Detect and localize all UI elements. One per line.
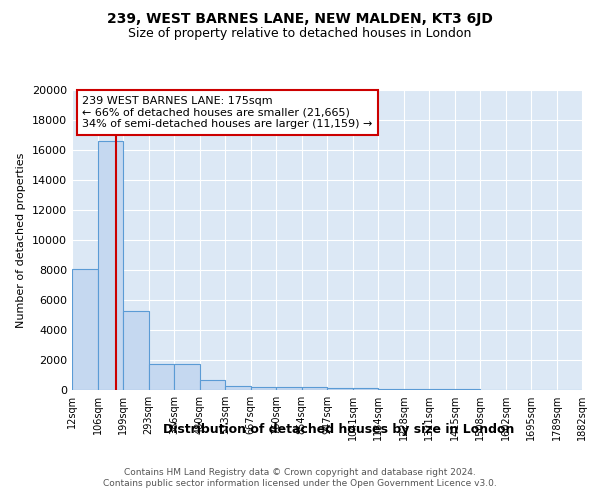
Bar [429, 389, 455, 390]
Y-axis label: Number of detached properties: Number of detached properties [16, 152, 26, 328]
Text: Contains HM Land Registry data © Crown copyright and database right 2024.
Contai: Contains HM Land Registry data © Crown c… [103, 468, 497, 487]
Bar [149, 364, 174, 390]
Bar [200, 380, 225, 390]
Bar [404, 389, 429, 390]
Bar [72, 268, 98, 390]
Bar [251, 386, 276, 390]
Bar [174, 364, 200, 390]
Bar [302, 387, 327, 390]
Bar [353, 388, 378, 390]
Text: 239, WEST BARNES LANE, NEW MALDEN, KT3 6JD: 239, WEST BARNES LANE, NEW MALDEN, KT3 6… [107, 12, 493, 26]
Text: Distribution of detached houses by size in London: Distribution of detached houses by size … [163, 422, 515, 436]
Text: 239 WEST BARNES LANE: 175sqm
← 66% of detached houses are smaller (21,665)
34% o: 239 WEST BARNES LANE: 175sqm ← 66% of de… [82, 96, 373, 129]
Bar [98, 141, 123, 390]
Bar [327, 388, 353, 390]
Bar [123, 310, 149, 390]
Bar [378, 388, 404, 390]
Bar [225, 386, 251, 390]
Bar [276, 387, 302, 390]
Text: Size of property relative to detached houses in London: Size of property relative to detached ho… [128, 28, 472, 40]
